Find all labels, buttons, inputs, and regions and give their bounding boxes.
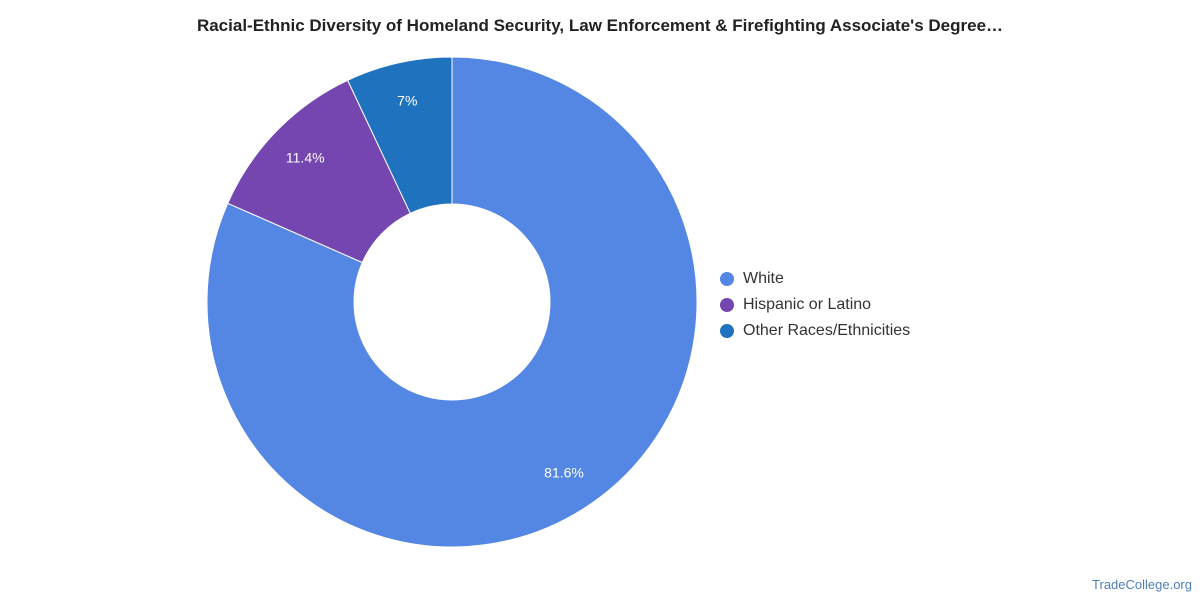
slice-white[interactable] xyxy=(206,56,698,548)
slice-label: 11.4% xyxy=(286,150,325,166)
legend-swatch xyxy=(720,298,734,312)
legend-swatch xyxy=(720,272,734,286)
legend-label: Other Races/Ethnicities xyxy=(743,322,911,339)
legend-swatch xyxy=(720,324,734,338)
slice-label: 81.6% xyxy=(544,464,584,480)
chart-legend: White Hispanic or Latino Other Races/Ethni… xyxy=(720,266,910,344)
watermark: TradeCollege.org xyxy=(1092,577,1192,592)
slice-hispanic-or-latino[interactable] xyxy=(227,79,411,264)
slices-layer xyxy=(206,56,698,548)
slice-other-races-ethnicities[interactable] xyxy=(347,56,453,214)
legend-item[interactable]: Other Races/Ethnicities xyxy=(720,318,910,344)
legend-label: Hispanic or Latino xyxy=(743,296,872,313)
legend-label: White xyxy=(743,270,784,287)
legend-item[interactable]: White xyxy=(720,266,910,292)
legend-item[interactable]: Hispanic or Latino xyxy=(720,292,910,318)
slice-label: 7% xyxy=(397,93,417,109)
labels-layer: 81.6% 11.4% 7% xyxy=(286,93,584,481)
chart-title: Racial-Ethnic Diversity of Homeland Secu… xyxy=(196,16,1004,35)
